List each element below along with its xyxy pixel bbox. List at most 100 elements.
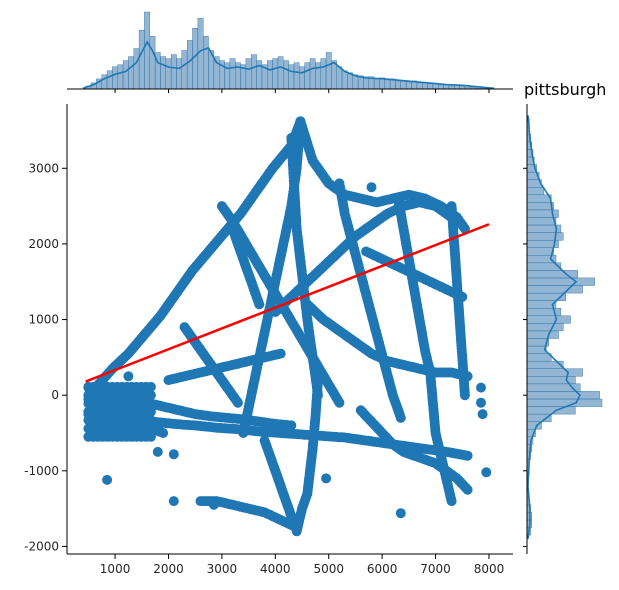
x-hist-bar: [336, 66, 343, 90]
y-tick-label: 2000: [28, 237, 59, 251]
x-hist-bar: [309, 58, 316, 90]
x-hist-bar: [186, 40, 193, 90]
scatter-point: [459, 223, 470, 234]
x-hist-bar: [406, 81, 412, 90]
y-tick-label: 1000: [28, 313, 59, 327]
x-hist-bar: [427, 83, 434, 90]
x-hist-bar: [133, 48, 140, 90]
x-hist-bar: [341, 70, 348, 90]
scatter-point: [334, 397, 345, 408]
x-hist-bar: [112, 66, 118, 90]
y-tick-label: 0: [51, 388, 59, 402]
y-hist-bar: [526, 232, 564, 241]
scatter-point: [145, 415, 156, 426]
y-hist-bar: [526, 330, 559, 339]
scatter-point: [476, 397, 486, 408]
y-tick-label: 3000: [28, 161, 59, 175]
scatter-point: [425, 367, 436, 378]
scatter-point: [145, 390, 156, 401]
x-hist-bar: [267, 60, 273, 90]
scatter-point: [321, 473, 332, 484]
x-tick-label: 2000: [153, 562, 184, 576]
scatter-point: [145, 431, 156, 442]
x-tick-label: 7000: [420, 562, 451, 576]
scatter-point: [208, 499, 219, 510]
x-hist-bar: [288, 64, 295, 90]
y-tick-label: -2000: [24, 539, 59, 553]
scatter-point: [254, 299, 265, 310]
scatter-point: [102, 474, 113, 485]
y-hist-bar: [526, 398, 603, 407]
scatter-point: [481, 467, 492, 478]
chart-title: pittsburgh: [524, 80, 606, 99]
scatter-point: [477, 409, 488, 420]
scatter-point: [395, 412, 406, 423]
y-hist-bar: [526, 406, 576, 415]
y-hist-bar: [526, 217, 557, 226]
y-kde-curve: [527, 115, 581, 539]
x-hist-bar: [202, 36, 209, 90]
x-hist-bar: [149, 36, 156, 90]
x-hist-bar: [128, 56, 134, 90]
x-hist-bar: [165, 58, 172, 90]
y-hist-bar: [526, 186, 545, 195]
scatter-point: [476, 382, 486, 393]
y-hist-bar: [526, 353, 552, 362]
scatter-point: [152, 446, 163, 457]
scatter-point: [158, 428, 169, 438]
scatter-point: [112, 385, 123, 396]
main-axes: [66, 104, 513, 555]
scatter-point: [459, 390, 470, 401]
x-hist-bar: [138, 30, 145, 90]
x-hist-bar: [181, 50, 188, 90]
scatter-point: [462, 371, 473, 382]
scatter-point: [168, 449, 179, 460]
y-hist-bar: [526, 202, 554, 211]
scatter-point: [232, 397, 243, 408]
x-hist-bar: [245, 58, 252, 90]
scatter-points: [83, 116, 492, 537]
y-axis-ticks: -2000 -1000 0 1000 2000 3000: [24, 161, 67, 553]
scatter-point: [446, 496, 457, 507]
x-hist-bar: [277, 56, 284, 90]
x-hist-bar: [373, 78, 380, 90]
y-hist-bar: [526, 277, 595, 286]
y-hist-bar: [526, 300, 557, 309]
x-hist-bar: [170, 54, 177, 90]
x-tick-label: 4000: [260, 562, 291, 576]
scatter-point: [145, 381, 156, 392]
x-tick-label: 6000: [367, 562, 398, 576]
x-hist-bar: [347, 72, 353, 90]
scatter-point: [395, 508, 406, 519]
x-hist-bar: [299, 66, 305, 90]
regression-line: [85, 223, 490, 383]
y-hist-bar: [526, 368, 583, 377]
x-hist-bar: [176, 58, 183, 90]
x-hist-bar: [438, 84, 444, 90]
scatter-point: [145, 406, 156, 417]
x-hist-bar: [106, 70, 113, 90]
scatter-point: [168, 496, 179, 507]
x-tick-label: 1000: [100, 562, 131, 576]
x-kde-curve: [82, 40, 495, 90]
scatter-point: [123, 371, 134, 382]
x-hist-bar: [416, 82, 423, 90]
x-hist-bar: [272, 58, 279, 90]
scatter-point: [366, 182, 377, 193]
x-hist-bar: [443, 84, 450, 90]
y-hist-bar: [526, 194, 552, 203]
x-hist-bar: [384, 79, 391, 90]
x-hist-bar: [251, 54, 257, 90]
y-hist-bar: [526, 315, 571, 324]
x-hist-bar: [144, 11, 150, 90]
y-marginal-histogram: [523, 104, 603, 554]
x-hist-bar: [325, 52, 332, 90]
scatter-point: [145, 398, 156, 409]
regression-line-group: [85, 223, 490, 383]
x-marginal-histogram: [67, 11, 513, 93]
x-hist-bar: [101, 74, 108, 90]
x-hist-bar: [422, 82, 428, 90]
scatter-point: [275, 348, 286, 359]
x-tick-label: 5000: [313, 562, 344, 576]
scatter-point: [462, 484, 473, 495]
